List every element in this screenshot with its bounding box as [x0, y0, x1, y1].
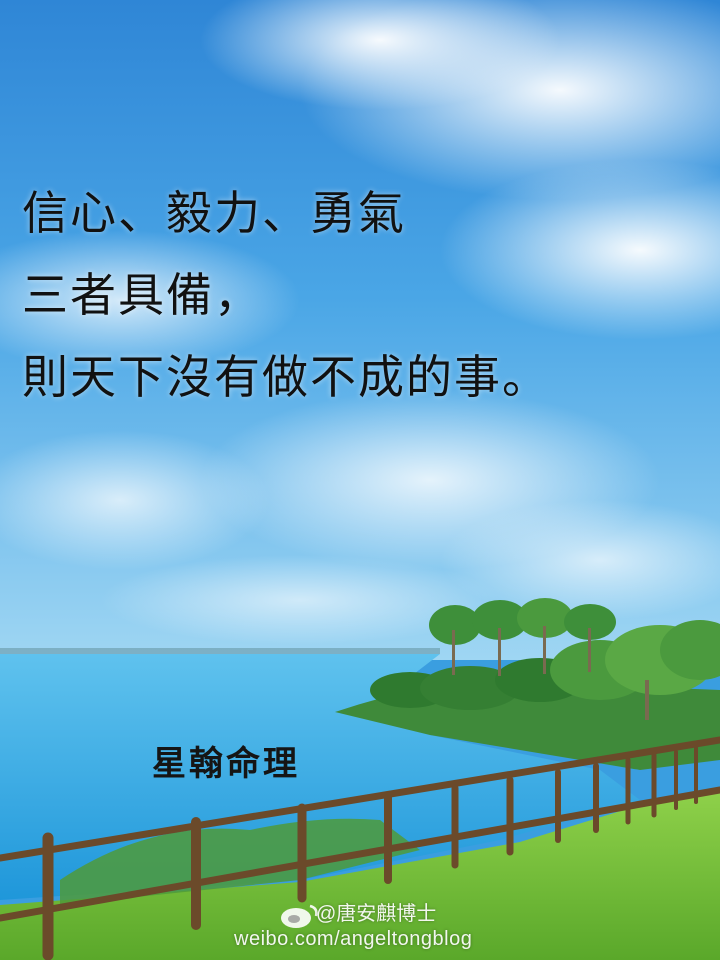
quote-line-1: 信心、毅力、勇氣 — [22, 186, 406, 240]
watermark: @唐安麒博士 weibo.com/angeltongblog — [234, 902, 534, 952]
clouds — [0, 0, 720, 645]
quote-line-3: 則天下沒有做不成的事。 — [22, 350, 550, 404]
tree-line — [335, 598, 720, 770]
brand-label: 星翰命理 — [152, 744, 300, 784]
shrubs — [60, 818, 420, 905]
quote-line-2: 三者具備， — [22, 268, 262, 322]
distant-shore — [0, 648, 440, 654]
watermark-handle: @唐安麒博士 — [316, 903, 437, 925]
weibo-icon — [281, 904, 318, 928]
wooden-fence — [0, 736, 720, 960]
watermark-url: weibo.com/angeltongblog — [234, 928, 473, 950]
quote-text: 信心、毅力、勇氣 三者具備， 則天下沒有做不成的事。 — [22, 172, 712, 418]
grass — [0, 790, 720, 960]
